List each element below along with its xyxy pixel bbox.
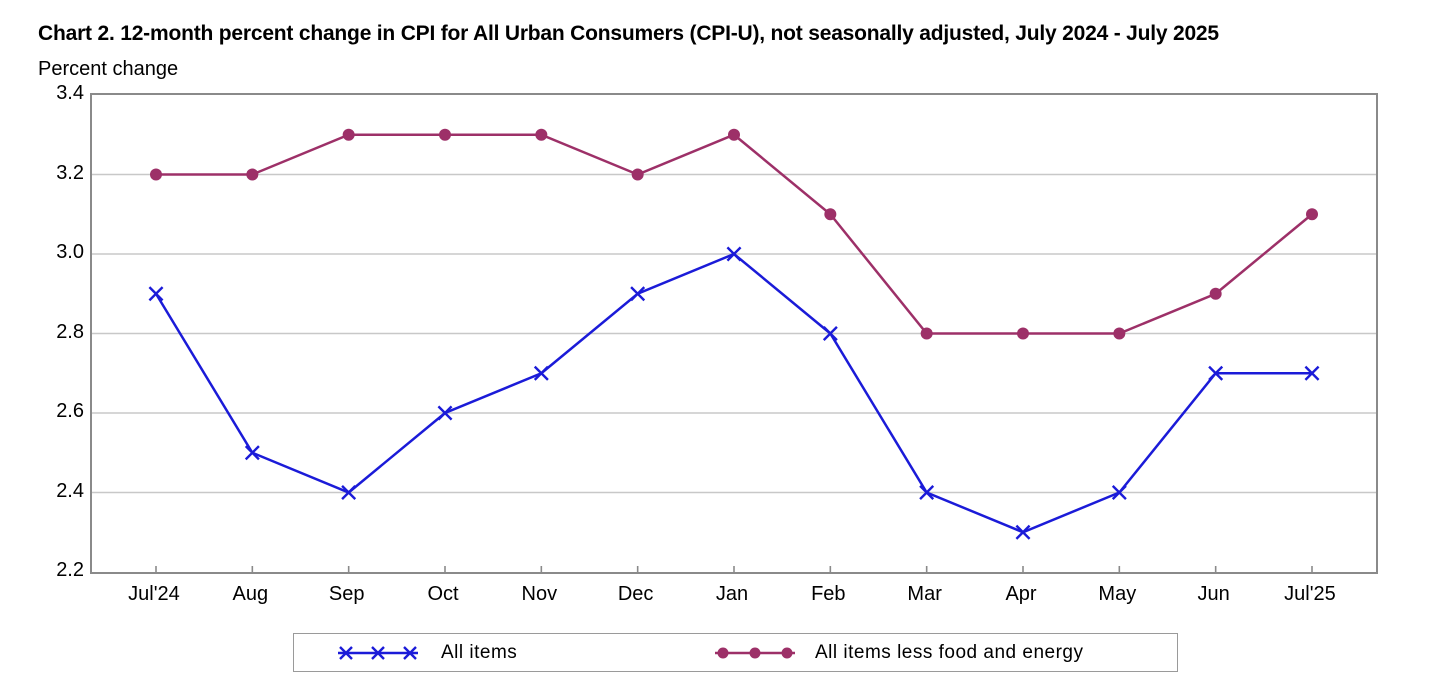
circle-marker bbox=[1306, 208, 1318, 221]
legend-label: All items bbox=[441, 641, 518, 663]
series-all-items bbox=[148, 246, 1320, 540]
x-marker bbox=[437, 405, 453, 421]
y-axis-unit-label: Percent change bbox=[38, 58, 179, 80]
x-marker bbox=[1111, 485, 1127, 500]
x-marker bbox=[341, 485, 357, 500]
y-tick-label: 2.4 bbox=[56, 479, 84, 502]
x-marker bbox=[1208, 365, 1224, 381]
x-marker bbox=[822, 326, 838, 341]
y-tick-label: 2.6 bbox=[56, 400, 84, 422]
chart-title: Chart 2. 12-month percent change in CPI … bbox=[38, 22, 1219, 45]
x-marker bbox=[533, 365, 549, 381]
x-tick-label: Jun bbox=[1197, 583, 1230, 605]
legend: All items All items less food and energy bbox=[293, 633, 1178, 672]
x-tick-label: Dec bbox=[617, 583, 654, 605]
y-tick-label: 2.8 bbox=[56, 320, 84, 343]
x-marker bbox=[630, 286, 646, 302]
legend-sample-x bbox=[338, 646, 418, 660]
x-marker bbox=[1304, 365, 1320, 381]
plot-area bbox=[90, 93, 1378, 574]
x-tick-label: Oct bbox=[427, 583, 459, 605]
circle-marker bbox=[1017, 327, 1029, 340]
x-marker bbox=[1015, 524, 1031, 540]
x-tick-label: Sep bbox=[328, 583, 365, 605]
x-tick-label: May bbox=[1098, 583, 1137, 605]
x-tick-label: Feb bbox=[811, 583, 846, 605]
x-tick-label: Jul'24 bbox=[128, 583, 180, 605]
y-tick-label: 3.2 bbox=[56, 161, 84, 184]
circle-marker bbox=[150, 168, 162, 181]
plot-canvas bbox=[92, 128, 1376, 572]
circle-marker bbox=[920, 327, 933, 340]
y-tick-label: 3.0 bbox=[56, 241, 84, 263]
y-tick-label: 2.2 bbox=[56, 559, 84, 581]
x-marker bbox=[148, 286, 164, 302]
series-all-items-less-food-and-energy bbox=[150, 128, 1318, 340]
x-tick-label: Nov bbox=[521, 583, 558, 605]
x-marker bbox=[244, 445, 260, 461]
x-tick-label: Aug bbox=[232, 583, 269, 605]
y-tick-label: 3.4 bbox=[56, 82, 84, 104]
x-marker bbox=[726, 246, 742, 262]
circle-marker bbox=[824, 208, 837, 221]
circle-marker bbox=[535, 128, 548, 141]
x-tick-label: Mar bbox=[907, 583, 942, 605]
legend-label: All items less food and energy bbox=[815, 641, 1084, 663]
circle-marker bbox=[728, 128, 740, 141]
x-tick-label: Jul'25 bbox=[1284, 583, 1336, 605]
circle-marker bbox=[631, 168, 644, 181]
legend-sample-circle bbox=[715, 647, 795, 659]
circle-marker bbox=[246, 168, 259, 181]
x-marker bbox=[919, 485, 935, 500]
circle-marker bbox=[439, 128, 451, 141]
x-tick-label: Apr bbox=[1005, 583, 1037, 605]
x-tick-label: Jan bbox=[715, 583, 749, 605]
circle-marker bbox=[1113, 327, 1126, 340]
circle-marker bbox=[1209, 287, 1222, 300]
circle-marker bbox=[342, 128, 355, 141]
